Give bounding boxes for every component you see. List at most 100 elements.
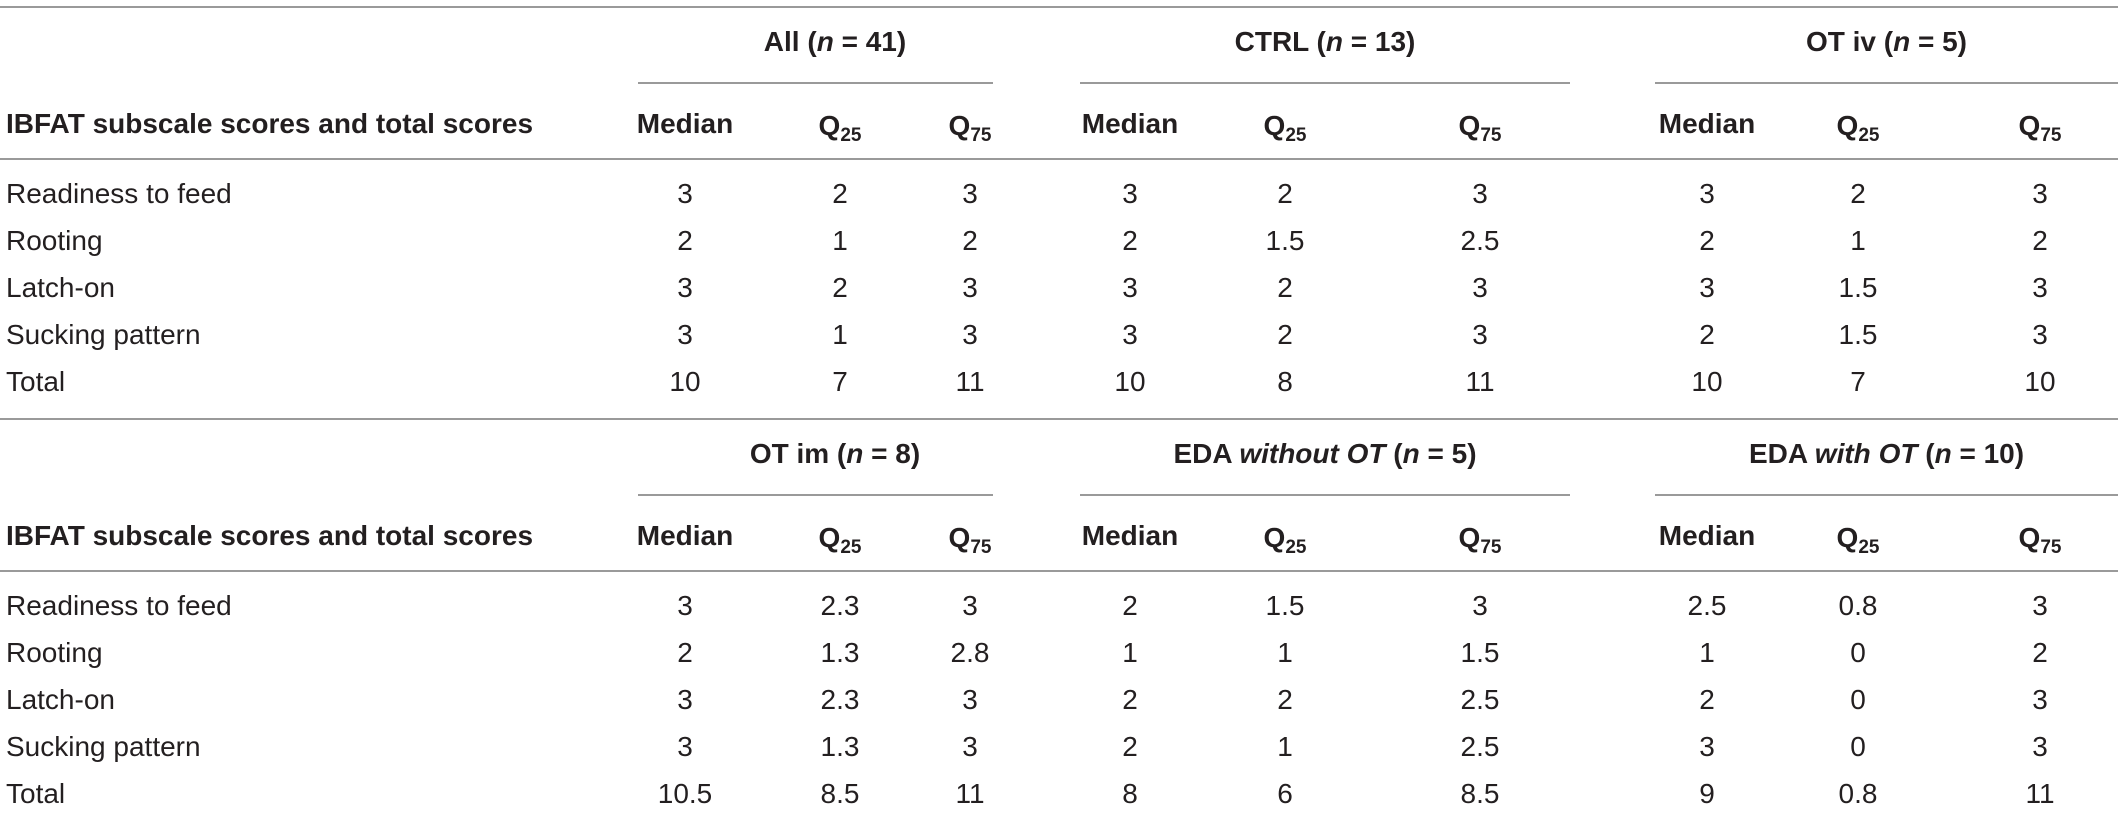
table-row: Total 10 7 11 10 8 11 10 7 10 bbox=[0, 362, 2118, 402]
cell-value: 2 bbox=[677, 225, 693, 256]
cell-value: 0 bbox=[1850, 637, 1866, 668]
group-rule-ot-iv bbox=[1655, 82, 2118, 84]
col-median: Median bbox=[636, 520, 734, 551]
cell-value: 2 bbox=[1850, 178, 1866, 209]
cell-value: 3 bbox=[1472, 272, 1488, 303]
table-row: Readiness to feed 3 2.3 3 2 1.5 3 2.5 0.… bbox=[0, 586, 2118, 626]
cell-value: 2 bbox=[1122, 731, 1138, 762]
cell-value: 8.5 bbox=[1460, 778, 1500, 809]
cell-value: 2 bbox=[1277, 178, 1293, 209]
row-label: Latch-on bbox=[6, 272, 115, 303]
cell-value: 3 bbox=[677, 590, 693, 621]
cell-value: 2 bbox=[1122, 225, 1138, 256]
cell-value: 3 bbox=[2032, 319, 2048, 350]
cell-value: 2 bbox=[2032, 225, 2048, 256]
cell-value: 2.5 bbox=[1460, 225, 1500, 256]
cell-value: 0.8 bbox=[1838, 590, 1878, 621]
cell-value: 2.5 bbox=[1460, 731, 1500, 762]
cell-value: 2.5 bbox=[1687, 590, 1727, 621]
cell-value: 3 bbox=[1472, 178, 1488, 209]
group-rule-ctrl bbox=[1080, 82, 1570, 84]
cell-value: 7 bbox=[1850, 366, 1866, 397]
cell-value: 3 bbox=[962, 590, 978, 621]
cell-value: 9 bbox=[1699, 778, 1715, 809]
cell-value: 3 bbox=[2032, 684, 2048, 715]
col-median: Median bbox=[1081, 520, 1179, 551]
cell-value: 0.8 bbox=[1838, 778, 1878, 809]
cell-value: 3 bbox=[1699, 731, 1715, 762]
row-label: Total bbox=[6, 366, 66, 397]
cell-value: 10 bbox=[2024, 366, 2056, 397]
col-median: Median bbox=[1081, 108, 1179, 139]
cell-value: 0 bbox=[1850, 731, 1866, 762]
cell-value: 2 bbox=[1277, 684, 1293, 715]
cell-value: 10 bbox=[1691, 366, 1723, 397]
cell-value: 3 bbox=[677, 272, 693, 303]
cell-value: 11 bbox=[2025, 778, 2055, 809]
col-q25: Q25 bbox=[1836, 522, 1880, 558]
cell-value: 3 bbox=[677, 178, 693, 209]
cell-value: 1 bbox=[1850, 225, 1866, 256]
cell-value: 3 bbox=[962, 319, 978, 350]
cell-value: 1 bbox=[832, 319, 848, 350]
group-title-ot-iv: OT iv (n = 5) bbox=[1805, 26, 1968, 57]
table-top-rule bbox=[0, 6, 2118, 8]
stub-header: IBFAT subscale scores and total scores bbox=[6, 108, 534, 139]
row-label: Latch-on bbox=[6, 684, 115, 715]
header-rule bbox=[0, 158, 2118, 160]
cell-value: 3 bbox=[962, 178, 978, 209]
col-q75: Q75 bbox=[2018, 522, 2062, 558]
cell-value: 2.8 bbox=[950, 637, 990, 668]
group-rule-all bbox=[638, 82, 993, 84]
cell-value: 3 bbox=[677, 684, 693, 715]
cell-value: 3 bbox=[1699, 178, 1715, 209]
col-median: Median bbox=[636, 108, 734, 139]
cell-value: 2 bbox=[1699, 684, 1715, 715]
cell-value: 1 bbox=[1122, 637, 1138, 668]
cell-value: 11 bbox=[955, 366, 985, 397]
cell-value: 11 bbox=[1465, 366, 1495, 397]
col-q75: Q75 bbox=[1458, 110, 1502, 146]
table-row: Total 10.5 8.5 11 8 6 8.5 9 0.8 11 bbox=[0, 774, 2118, 814]
cell-value: 3 bbox=[1122, 272, 1138, 303]
cell-value: 2 bbox=[832, 272, 848, 303]
cell-value: 0 bbox=[1850, 684, 1866, 715]
col-q75: Q75 bbox=[948, 110, 992, 146]
group-title-ot-im: OT im (n = 8) bbox=[749, 438, 921, 469]
cell-value: 8.5 bbox=[820, 778, 860, 809]
cell-value: 1.5 bbox=[1265, 590, 1305, 621]
cell-value: 1 bbox=[1277, 637, 1293, 668]
cell-value: 6 bbox=[1277, 778, 1293, 809]
row-label: Total bbox=[6, 778, 66, 809]
group-title-eda-with-ot: EDA with OT (n = 10) bbox=[1748, 438, 2025, 469]
group-rule-ot-im bbox=[638, 494, 993, 496]
cell-value: 10 bbox=[1114, 366, 1146, 397]
cell-value: 2 bbox=[2032, 637, 2048, 668]
cell-value: 10 bbox=[669, 366, 701, 397]
cell-value: 2 bbox=[832, 178, 848, 209]
row-label: Rooting bbox=[6, 225, 103, 256]
col-median: Median bbox=[1658, 520, 1756, 551]
cell-value: 3 bbox=[677, 731, 693, 762]
col-median: Median bbox=[1658, 108, 1756, 139]
row-label: Sucking pattern bbox=[6, 319, 201, 350]
cell-value: 3 bbox=[1699, 272, 1715, 303]
col-q25: Q25 bbox=[1263, 522, 1307, 558]
table-row: Latch-on 3 2 3 3 2 3 3 1.5 3 bbox=[0, 268, 2118, 308]
cell-value: 2 bbox=[1277, 272, 1293, 303]
header-rule bbox=[0, 570, 2118, 572]
cell-value: 3 bbox=[2032, 272, 2048, 303]
cell-value: 1 bbox=[1277, 731, 1293, 762]
col-q25: Q25 bbox=[818, 522, 862, 558]
cell-value: 1.5 bbox=[1265, 225, 1305, 256]
cell-value: 3 bbox=[677, 319, 693, 350]
cell-value: 2 bbox=[962, 225, 978, 256]
section-rule bbox=[0, 418, 2118, 420]
table-row: Rooting 2 1.3 2.8 1 1 1.5 1 0 2 bbox=[0, 633, 2118, 673]
group-rule-eda-without-ot bbox=[1080, 494, 1570, 496]
cell-value: 3 bbox=[2032, 590, 2048, 621]
cell-value: 1.3 bbox=[820, 637, 860, 668]
stub-header: IBFAT subscale scores and total scores bbox=[6, 520, 534, 551]
cell-value: 2 bbox=[1122, 684, 1138, 715]
